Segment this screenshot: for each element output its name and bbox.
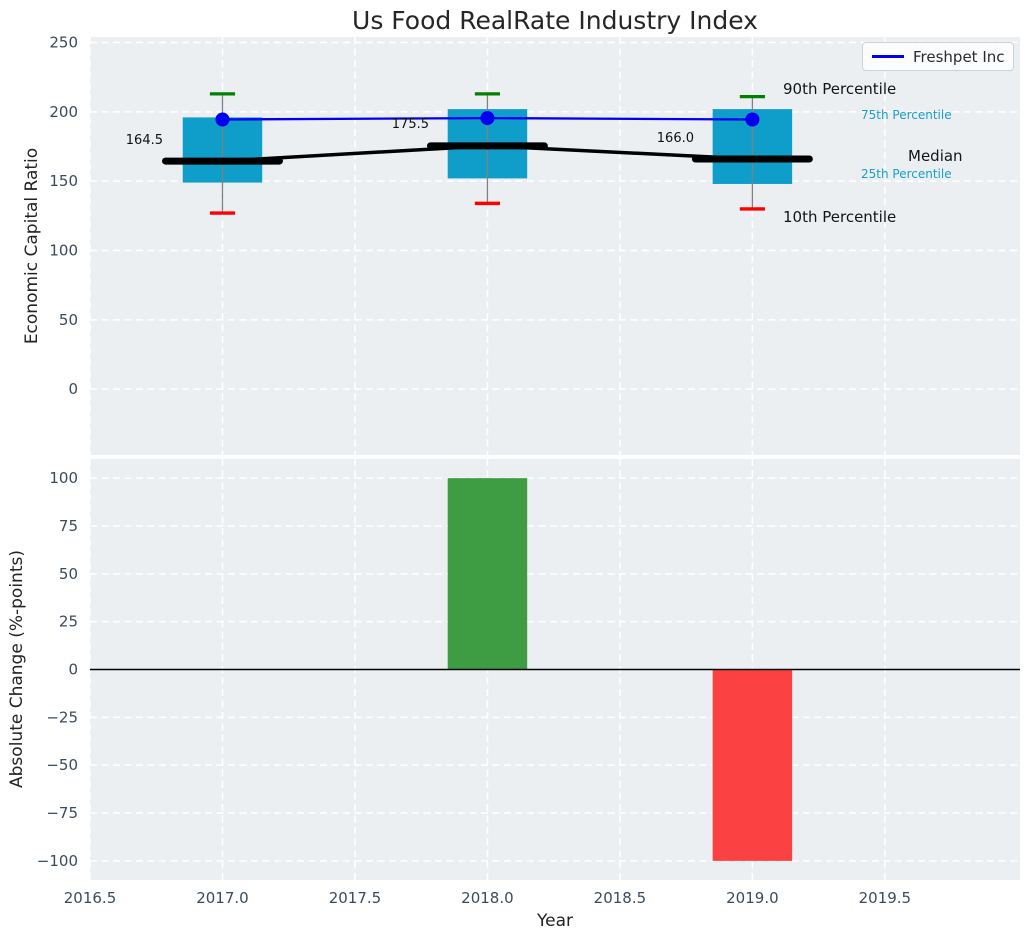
y-tick-label: 0 [68, 661, 78, 679]
median-value-label-2019: 166.0 [656, 131, 694, 146]
y-axis-label-bottom: Absolute Change (%-points) [7, 550, 27, 788]
y-tick-label: −75 [46, 804, 78, 822]
y-tick-label: 100 [49, 242, 78, 260]
x-tick-label: 2016.5 [64, 889, 117, 907]
legend-line-sample [872, 55, 904, 58]
annotation-10th-percentile: 10th Percentile [783, 208, 897, 226]
x-tick-label: 2017.5 [329, 889, 382, 907]
median-value-label-2017: 164.5 [125, 133, 163, 148]
y-tick-label: 150 [49, 172, 78, 190]
y-tick-label: 200 [49, 103, 78, 121]
axes-background [90, 37, 1020, 455]
company-marker-2017 [215, 112, 230, 127]
y-tick-label: 0 [68, 380, 78, 398]
legend-label: Freshpet Inc [913, 47, 1005, 66]
y-tick-label: 50 [59, 311, 78, 329]
annotation-median: Median [908, 147, 963, 165]
x-axis-label: Year [537, 911, 573, 931]
change-bar-2018 [447, 478, 528, 670]
x-tick-label: 2017.0 [196, 889, 249, 907]
company-marker-2019 [745, 112, 760, 127]
x-tick-label: 2018.5 [594, 889, 647, 907]
legend-box: Freshpet Inc [862, 42, 1014, 71]
y-axis-label-top: Economic Capital Ratio [22, 147, 42, 345]
y-tick-label: 50 [59, 565, 78, 583]
y-tick-label: −25 [46, 708, 78, 726]
annotation-90th-percentile: 90th Percentile [783, 80, 897, 98]
y-tick-label: 100 [49, 469, 78, 487]
x-tick-label: 2019.0 [726, 889, 779, 907]
annotation-25th-percentile: 25th Percentile [861, 167, 952, 181]
y-tick-label: 250 [49, 34, 78, 52]
x-tick-label: 2018.0 [461, 889, 514, 907]
y-tick-label: 25 [59, 613, 78, 631]
median-value-label-2018: 175.5 [391, 117, 429, 132]
x-tick-label: 2019.5 [859, 889, 912, 907]
y-tick-label: −100 [37, 852, 78, 870]
y-tick-label: 75 [59, 517, 78, 535]
chart-title: Us Food RealRate Industry Index [352, 6, 758, 35]
annotation-75th-percentile: 75th Percentile [861, 108, 952, 122]
change-bar-2019 [712, 669, 793, 861]
y-tick-label: −50 [46, 756, 78, 774]
company-marker-2018 [480, 111, 495, 126]
